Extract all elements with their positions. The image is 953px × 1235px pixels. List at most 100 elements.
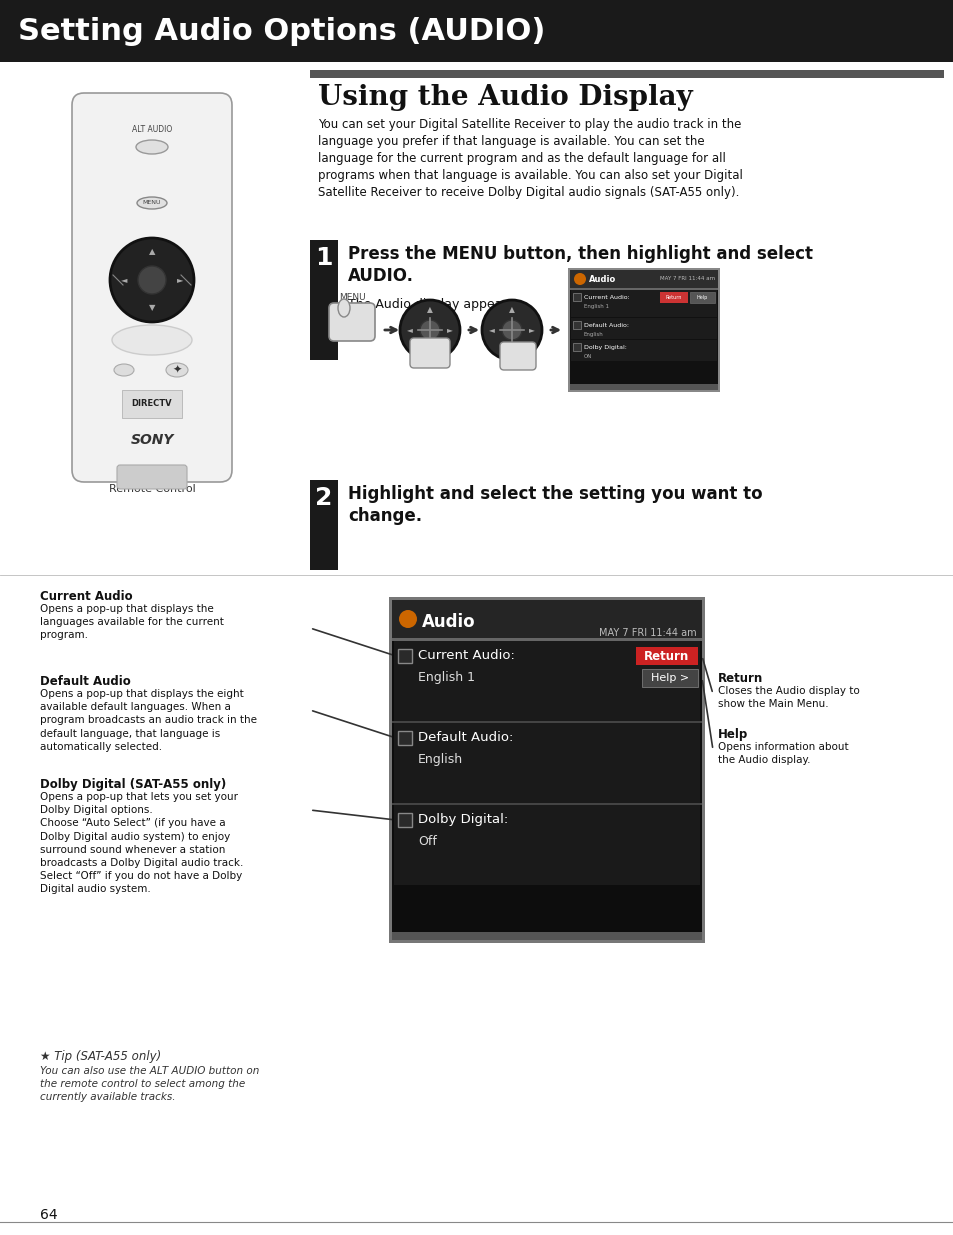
Text: ✦: ✦: [172, 366, 181, 375]
Text: ▼: ▼: [427, 346, 433, 354]
Bar: [571, 290, 717, 317]
FancyBboxPatch shape: [71, 93, 232, 482]
Text: Dolby Digital:: Dolby Digital:: [417, 813, 508, 826]
Bar: [397, 731, 412, 745]
Ellipse shape: [113, 364, 133, 375]
Text: Using the Audio Display: Using the Audio Display: [317, 84, 692, 111]
Bar: [569, 270, 718, 288]
FancyBboxPatch shape: [499, 342, 536, 370]
Text: You can also use the ALT AUDIO button on
the remote control to select among the
: You can also use the ALT AUDIO button on…: [40, 1066, 259, 1103]
Text: Dolby Digital:: Dolby Digital:: [583, 345, 626, 350]
Text: ◄: ◄: [407, 326, 413, 335]
Text: SONY: SONY: [131, 433, 173, 447]
Circle shape: [501, 320, 521, 340]
Circle shape: [574, 273, 585, 285]
Text: English 1: English 1: [583, 304, 608, 309]
Bar: [394, 805, 700, 885]
Ellipse shape: [137, 198, 167, 209]
Text: English: English: [417, 753, 462, 766]
Bar: [310, 480, 337, 571]
Ellipse shape: [112, 325, 192, 354]
Text: 1: 1: [314, 246, 333, 270]
Text: Audio: Audio: [421, 613, 476, 631]
Text: Remote Control: Remote Control: [109, 484, 195, 494]
Text: Opens a pop-up that displays the
languages available for the current
program.: Opens a pop-up that displays the languag…: [40, 604, 224, 641]
Bar: [397, 813, 412, 827]
Bar: [569, 270, 718, 390]
Text: Return: Return: [665, 295, 681, 300]
Text: Help >: Help >: [650, 673, 688, 683]
Text: You can set your Digital Satellite Receiver to play the audio track in the
langu: You can set your Digital Satellite Recei…: [317, 119, 742, 199]
Text: Press the MENU button, then highlight and select
AUDIO.: Press the MENU button, then highlight an…: [348, 245, 812, 285]
Text: ALT AUDIO: ALT AUDIO: [132, 125, 172, 135]
Bar: [573, 343, 580, 351]
Bar: [659, 291, 687, 303]
FancyBboxPatch shape: [329, 303, 375, 341]
Bar: [392, 803, 701, 805]
Bar: [573, 321, 580, 329]
Circle shape: [399, 300, 459, 359]
Text: Current Audio:: Current Audio:: [583, 295, 629, 300]
Text: Current Audio:: Current Audio:: [417, 650, 515, 662]
Bar: [392, 600, 701, 638]
Circle shape: [398, 610, 416, 629]
Text: Current Audio: Current Audio: [40, 590, 132, 603]
Bar: [641, 669, 698, 687]
FancyBboxPatch shape: [410, 338, 450, 368]
Bar: [394, 641, 700, 721]
Bar: [392, 932, 701, 940]
Bar: [394, 722, 700, 803]
Text: Default Audio:: Default Audio:: [417, 731, 513, 743]
Text: ►: ►: [176, 275, 183, 284]
Circle shape: [110, 238, 193, 322]
Bar: [569, 384, 718, 390]
Text: Off: Off: [417, 835, 436, 848]
Text: Return: Return: [718, 672, 762, 685]
Ellipse shape: [337, 299, 350, 317]
Circle shape: [481, 300, 541, 359]
FancyBboxPatch shape: [117, 466, 187, 489]
Text: ►: ►: [447, 326, 453, 335]
Bar: [573, 293, 580, 301]
Text: DIRECTV: DIRECTV: [132, 399, 172, 409]
Circle shape: [138, 266, 166, 294]
Text: 64: 64: [40, 1208, 57, 1221]
Text: Default Audio: Default Audio: [40, 676, 131, 688]
Bar: [571, 317, 717, 338]
Text: MAY 7 FRI 11:44 am: MAY 7 FRI 11:44 am: [598, 629, 697, 638]
Bar: [310, 70, 943, 78]
Text: ▼: ▼: [149, 304, 155, 312]
Text: 2: 2: [315, 487, 333, 510]
Text: Help: Help: [718, 727, 747, 741]
Bar: [397, 650, 412, 663]
Circle shape: [419, 320, 439, 340]
Ellipse shape: [136, 140, 168, 154]
Bar: [567, 268, 720, 391]
Bar: [636, 647, 698, 664]
Text: MAY 7 FRI 11:44 am: MAY 7 FRI 11:44 am: [659, 277, 714, 282]
Text: English: English: [583, 332, 603, 337]
Bar: [571, 340, 717, 361]
Text: ON: ON: [583, 354, 592, 359]
Text: ►: ►: [529, 326, 535, 335]
Bar: [0, 0, 953, 62]
Text: Setting Audio Options (AUDIO): Setting Audio Options (AUDIO): [18, 16, 545, 46]
Text: Default Audio:: Default Audio:: [583, 324, 628, 329]
Bar: [389, 597, 704, 944]
Bar: [392, 638, 701, 641]
Ellipse shape: [166, 363, 188, 377]
Text: Opens information about
the Audio display.: Opens information about the Audio displa…: [718, 742, 848, 766]
Bar: [122, 390, 182, 417]
Text: Opens a pop-up that lets you set your
Dolby Digital options.
Choose “Auto Select: Opens a pop-up that lets you set your Do…: [40, 792, 243, 894]
Text: Audio: Audio: [588, 274, 616, 284]
Text: ▲: ▲: [509, 305, 515, 315]
Text: ▲: ▲: [427, 305, 433, 315]
Text: Dolby Digital (SAT-A55 only): Dolby Digital (SAT-A55 only): [40, 778, 226, 790]
Text: Help: Help: [696, 295, 707, 300]
Text: ◄: ◄: [121, 275, 127, 284]
Text: RM-Y802: RM-Y802: [125, 471, 178, 480]
Text: The Audio display appears.: The Audio display appears.: [348, 298, 517, 311]
Text: Return: Return: [643, 650, 689, 662]
Text: Highlight and select the setting you want to
change.: Highlight and select the setting you wan…: [348, 485, 761, 525]
Text: MENU: MENU: [143, 200, 161, 205]
